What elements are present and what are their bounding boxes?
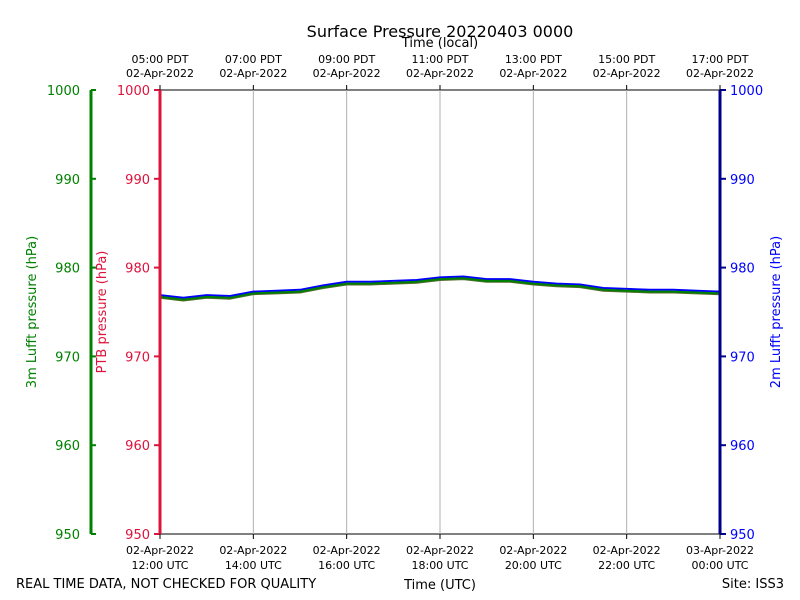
top-tick-label-time: 07:00 PDT [225,53,282,66]
top-axis-title: Time (local) [401,36,478,51]
y-axis-title-left-inner: PTB pressure (hPa) [95,251,110,374]
series-line-2 [159,277,721,301]
top-tick-label-date: 02-Apr-2022 [593,67,661,80]
top-tick-label-date: 02-Apr-2022 [499,67,567,80]
top-tick-label-time: 13:00 PDT [505,53,562,66]
top-tick-label-date: 02-Apr-2022 [313,67,381,80]
right-y-tick-label: 950 [730,528,755,543]
top-tick-label-date: 02-Apr-2022 [686,67,754,80]
x-tick-label-date: 02-Apr-2022 [593,544,661,557]
series-line-0 [159,275,721,299]
left-inner-y-tick-label: 960 [125,439,150,454]
x-axis-ticks: 02-Apr-2022 12:00 UTC 02-Apr-2022 14:00 UTC… [126,53,754,572]
x-tick-label-date: 02-Apr-2022 [219,544,287,557]
right-y-tick-label: 1000 [730,84,763,99]
x-tick-label-date: 02-Apr-2022 [313,544,381,557]
left-outer-y-tick-label: 960 [55,439,80,454]
x-axis-title: Time (UTC) [403,578,476,593]
top-tick-label-time: 11:00 PDT [411,53,468,66]
chart-title: Surface Pressure 20220403 0000 [307,22,574,41]
top-tick-label-time: 09:00 PDT [318,53,375,66]
top-tick-label-time: 15:00 PDT [598,53,655,66]
top-tick-label-time: 05:00 PDT [131,53,188,66]
left-outer-y-tick-label: 980 [55,262,80,277]
y-axis-title-right: 2m Lufft pressure (hPa) [769,236,784,388]
x-tick-label-time: 00:00 UTC [691,559,748,572]
right-y-tick-label: 970 [730,350,755,365]
x-tick-label-time: 14:00 UTC [225,559,282,572]
x-tick-label-date: 03-Apr-2022 [686,544,754,557]
x-tick-label-time: 12:00 UTC [131,559,188,572]
site-label: Site: ISS3 [722,577,784,592]
left-inner-y-tick-label: 950 [125,528,150,543]
y-axis-ticks: 950 950 950 960 960 960 970 970 970 980 980 980 990 9… [47,84,763,543]
left-outer-y-tick-label: 1000 [47,84,80,99]
x-tick-label-time: 20:00 UTC [505,559,562,572]
x-tick-label-time: 16:00 UTC [318,559,375,572]
x-tick-label-date: 02-Apr-2022 [499,544,567,557]
left-inner-y-tick-label: 980 [125,262,150,277]
right-y-tick-label: 990 [730,173,755,188]
top-tick-label-time: 17:00 PDT [691,53,748,66]
quality-note: REAL TIME DATA, NOT CHECKED FOR QUALITY [16,577,316,592]
right-y-tick-label: 960 [730,439,755,454]
y-axis-title-left-outer: 3m Lufft pressure (hPa) [25,236,40,388]
left-inner-y-tick-label: 1000 [117,84,150,99]
top-tick-label-date: 02-Apr-2022 [219,67,287,80]
left-inner-y-tick-label: 990 [125,173,150,188]
top-tick-label-date: 02-Apr-2022 [406,67,474,80]
left-outer-y-tick-label: 990 [55,173,80,188]
gridlines [252,90,628,534]
top-tick-label-date: 02-Apr-2022 [126,67,194,80]
x-tick-label-time: 22:00 UTC [598,559,655,572]
right-y-tick-label: 980 [730,262,755,277]
x-tick-label-time: 18:00 UTC [411,559,468,572]
series-group [159,275,721,302]
left-outer-y-tick-label: 970 [55,350,80,365]
x-tick-label-date: 02-Apr-2022 [126,544,194,557]
x-tick-label-date: 02-Apr-2022 [406,544,474,557]
left-outer-y-tick-label: 950 [55,528,80,543]
left-inner-y-tick-label: 970 [125,350,150,365]
